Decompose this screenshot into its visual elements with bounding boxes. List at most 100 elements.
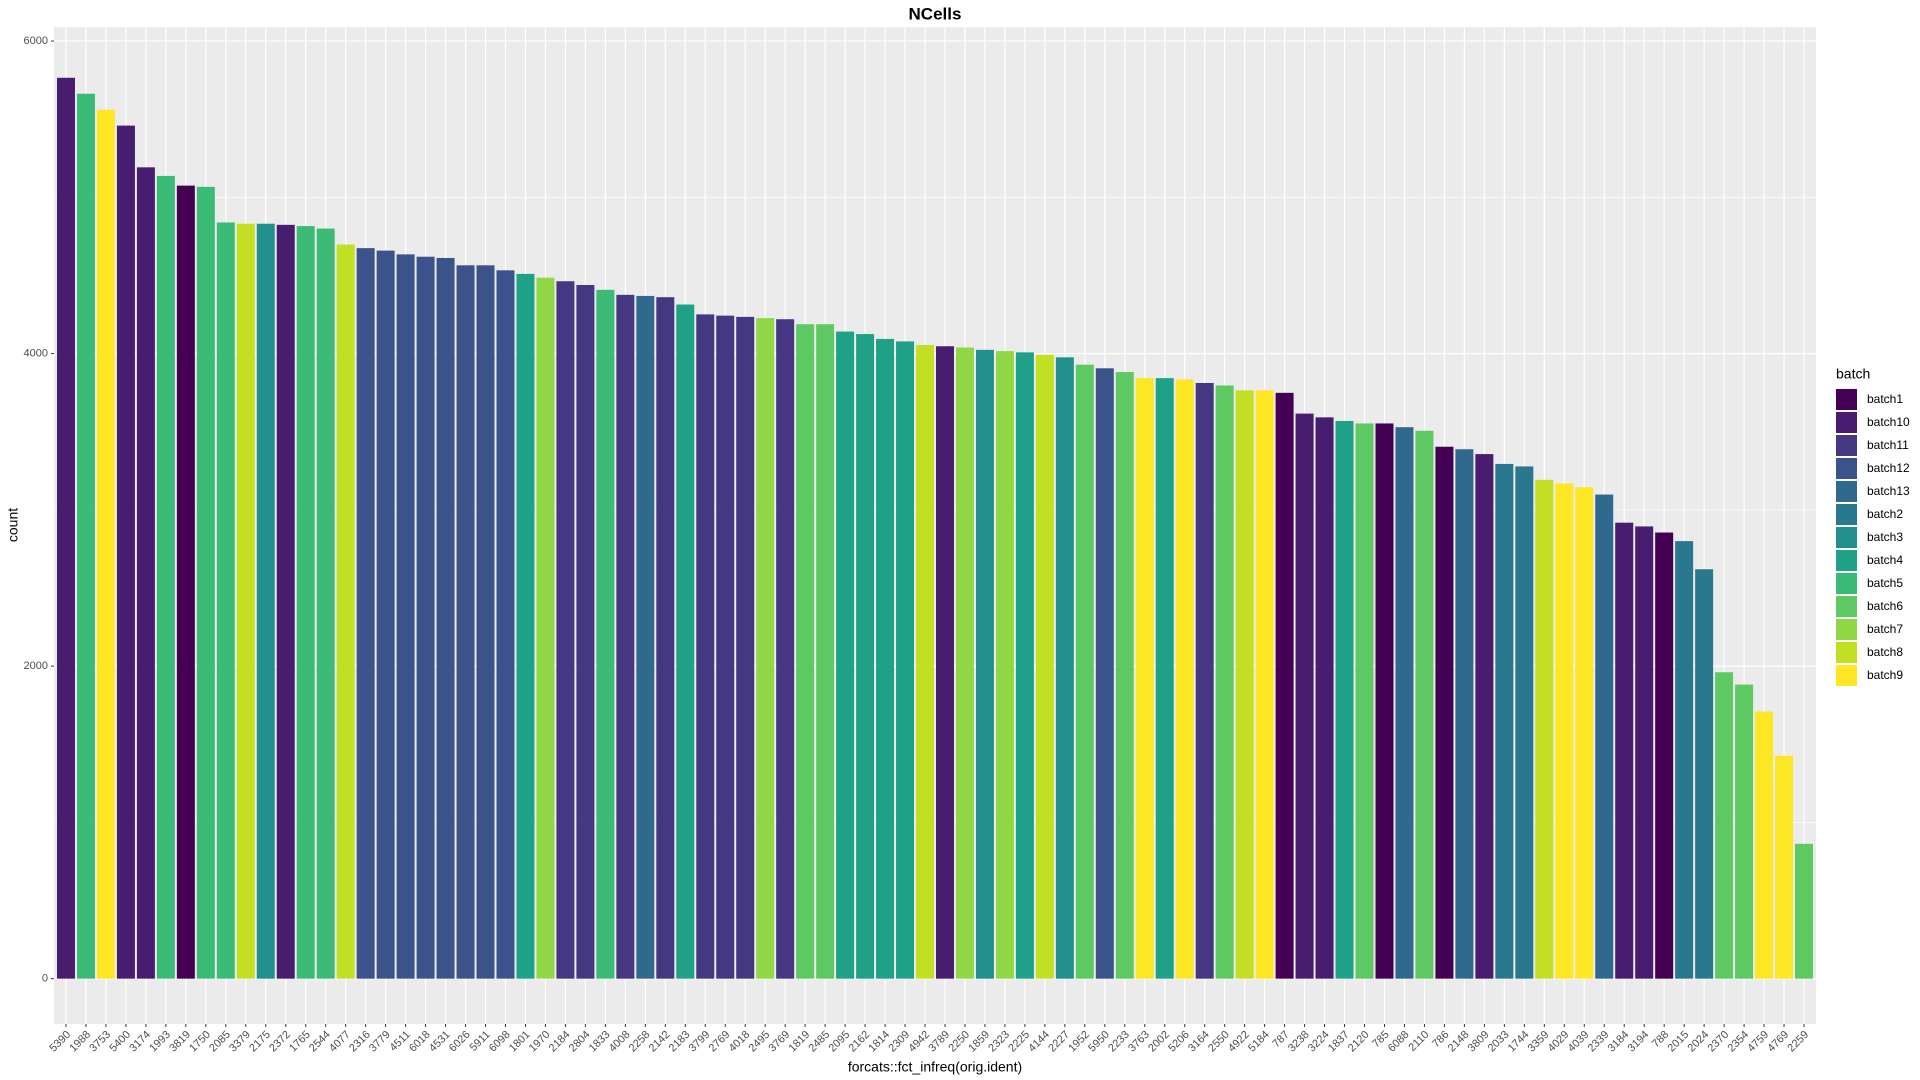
x-tick-label: 2550 (1206, 1029, 1232, 1055)
x-tick-label: 2259 (1785, 1029, 1811, 1055)
bar (276, 224, 295, 979)
x-tick-label: 6098 (487, 1029, 513, 1055)
bar (456, 265, 475, 979)
legend-label: batch1 (1867, 392, 1903, 406)
x-tick-label: 1859 (966, 1029, 992, 1055)
bar (935, 346, 954, 979)
bar (1735, 684, 1754, 979)
bar (176, 185, 195, 979)
x-tick-label: 4942 (906, 1029, 932, 1055)
x-tick-label: 2316 (347, 1029, 373, 1055)
legend-key (1836, 389, 1857, 410)
bar (1455, 449, 1474, 979)
x-tick-label: 2162 (846, 1029, 872, 1055)
bar (376, 250, 395, 979)
bar (776, 319, 795, 979)
bar (1315, 417, 1334, 979)
bar (296, 226, 315, 979)
bar (356, 248, 375, 979)
bar (616, 294, 635, 979)
x-tick-label: 4759 (1745, 1029, 1771, 1055)
bar (56, 77, 75, 979)
x-tick-label: 2769 (707, 1029, 733, 1055)
bar (955, 347, 974, 979)
bar (1535, 479, 1554, 979)
bar (316, 228, 335, 979)
x-tick-label: 1970 (527, 1029, 553, 1055)
x-tick-label: 2258 (627, 1029, 653, 1055)
y-tick-label: 6000 (24, 35, 48, 47)
bar (336, 244, 355, 979)
bar (1655, 532, 1674, 979)
legend-label: batch7 (1867, 622, 1903, 636)
bar (236, 223, 255, 979)
bar (396, 254, 415, 979)
bar (896, 341, 915, 979)
legend-label: batch8 (1867, 645, 1903, 659)
bar (1155, 378, 1174, 979)
x-tick-label: 4531 (427, 1029, 453, 1055)
bar (995, 351, 1014, 979)
x-tick-label: 3769 (767, 1029, 793, 1055)
bar (516, 273, 535, 979)
x-tick-label: 1988 (67, 1029, 93, 1055)
bar (1775, 755, 1794, 979)
bar (156, 175, 175, 979)
x-axis-title: forcats::fct_infreq(orig.ident) (848, 1059, 1022, 1075)
bar (1495, 463, 1514, 979)
x-tick-label: 6018 (407, 1029, 433, 1055)
bar (1395, 427, 1414, 979)
x-tick-label: 2370 (1705, 1029, 1731, 1055)
x-tick-label: 1833 (587, 1029, 613, 1055)
x-tick-label: 1801 (507, 1029, 533, 1055)
x-tick-label: 6026 (447, 1029, 473, 1055)
bar (816, 324, 835, 979)
x-tick-label: 2142 (647, 1029, 673, 1055)
x-tick-label: 2002 (1146, 1029, 1172, 1055)
legend-label: batch9 (1867, 668, 1903, 682)
x-tick-label: 2323 (986, 1029, 1012, 1055)
legend-label: batch10 (1867, 415, 1910, 429)
x-tick-label: 3799 (687, 1029, 713, 1055)
x-tick-label: 3194 (1626, 1029, 1652, 1055)
x-tick-label: 1750 (187, 1029, 213, 1055)
x-tick-label: 2225 (1006, 1029, 1032, 1055)
bar (1035, 354, 1054, 979)
bar (76, 93, 95, 979)
legend-label: batch4 (1867, 553, 1903, 567)
bar (256, 223, 275, 979)
bar (1515, 466, 1534, 979)
bar (596, 289, 615, 979)
bar (716, 315, 735, 979)
legend-key (1836, 596, 1857, 617)
bar (1595, 494, 1614, 979)
bar (1415, 430, 1434, 979)
y-axis-title: count (5, 508, 21, 542)
bar (196, 186, 215, 979)
y-tick-label: 4000 (24, 348, 48, 360)
legend-label: batch11 (1867, 438, 1909, 452)
bar (1635, 526, 1654, 979)
x-tick-label: 2309 (886, 1029, 912, 1055)
x-tick-label: 2250 (946, 1029, 972, 1055)
x-tick-label: 5206 (1166, 1029, 1192, 1055)
bar (536, 277, 555, 979)
bar (916, 345, 935, 979)
x-tick-label: 2233 (1106, 1029, 1132, 1055)
x-tick-label: 4511 (388, 1029, 413, 1054)
x-tick-label: 4769 (1765, 1029, 1791, 1055)
legend-label: batch3 (1867, 530, 1903, 544)
x-tick-label: 3819 (167, 1029, 193, 1055)
x-tick-label: 2033 (1486, 1029, 1512, 1055)
x-tick-label: 1952 (1066, 1029, 1092, 1055)
bar (576, 285, 595, 979)
x-tick-label: 2339 (1586, 1029, 1612, 1055)
bar (1355, 423, 1374, 979)
x-tick-label: 3359 (1526, 1029, 1552, 1055)
bar (1115, 372, 1134, 979)
x-tick-label: 1837 (1326, 1029, 1352, 1055)
x-tick-label: 2085 (207, 1029, 233, 1055)
bar (836, 331, 855, 979)
bar (1615, 522, 1634, 979)
legend-key (1836, 435, 1857, 456)
